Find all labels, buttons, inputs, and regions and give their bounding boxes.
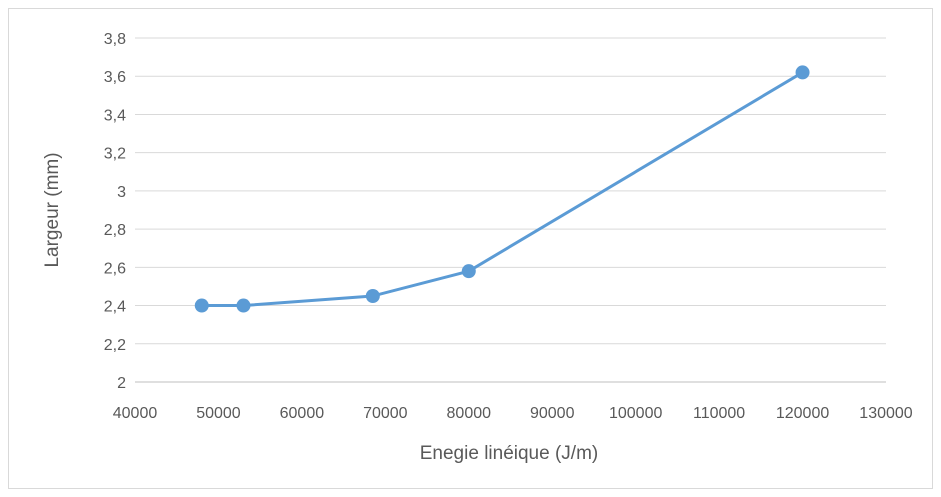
x-tick-label: 120000	[776, 405, 829, 422]
y-tick-label: 3,4	[104, 107, 126, 124]
x-tick-label: 60000	[280, 405, 325, 422]
y-tick-label: 3,8	[104, 31, 126, 48]
y-axis-title: Largeur (mm)	[42, 152, 63, 267]
y-tick-label: 3	[117, 184, 126, 201]
series-layer	[194, 65, 810, 313]
y-tick-labels: 2 2,2 2,4 2,6 2,8 3 3,2 3,4 3,6 3,8	[104, 31, 126, 392]
x-tick-label: 70000	[363, 405, 408, 422]
data-point	[194, 298, 209, 313]
x-tick-label: 50000	[196, 405, 241, 422]
data-point	[795, 65, 810, 80]
y-tick-label: 2	[117, 375, 126, 392]
x-tick-labels: 40000 50000 60000 70000 80000 90000 100000 1100…	[113, 405, 913, 422]
x-tick-label: 110000	[693, 405, 745, 422]
data-point	[365, 289, 380, 303]
y-tick-label: 2,8	[104, 222, 126, 239]
x-tick-label: 40000	[113, 405, 158, 422]
x-tick-label: 100000	[609, 405, 662, 422]
series-line	[201, 71, 804, 308]
x-tick-label: 90000	[530, 405, 575, 422]
x-axis-title: Enegie linéique (J/m)	[420, 443, 598, 464]
y-tick-label: 3,2	[104, 146, 126, 163]
x-tick-label: 80000	[447, 405, 492, 422]
data-point	[236, 298, 251, 313]
gridlines	[135, 37, 886, 383]
data-point	[461, 264, 476, 279]
y-tick-label: 2,2	[104, 337, 126, 354]
y-tick-label: 3,6	[104, 69, 126, 86]
y-tick-label: 2,6	[104, 260, 126, 277]
x-tick-label: 130000	[859, 405, 912, 422]
y-tick-label: 2,4	[104, 299, 126, 316]
